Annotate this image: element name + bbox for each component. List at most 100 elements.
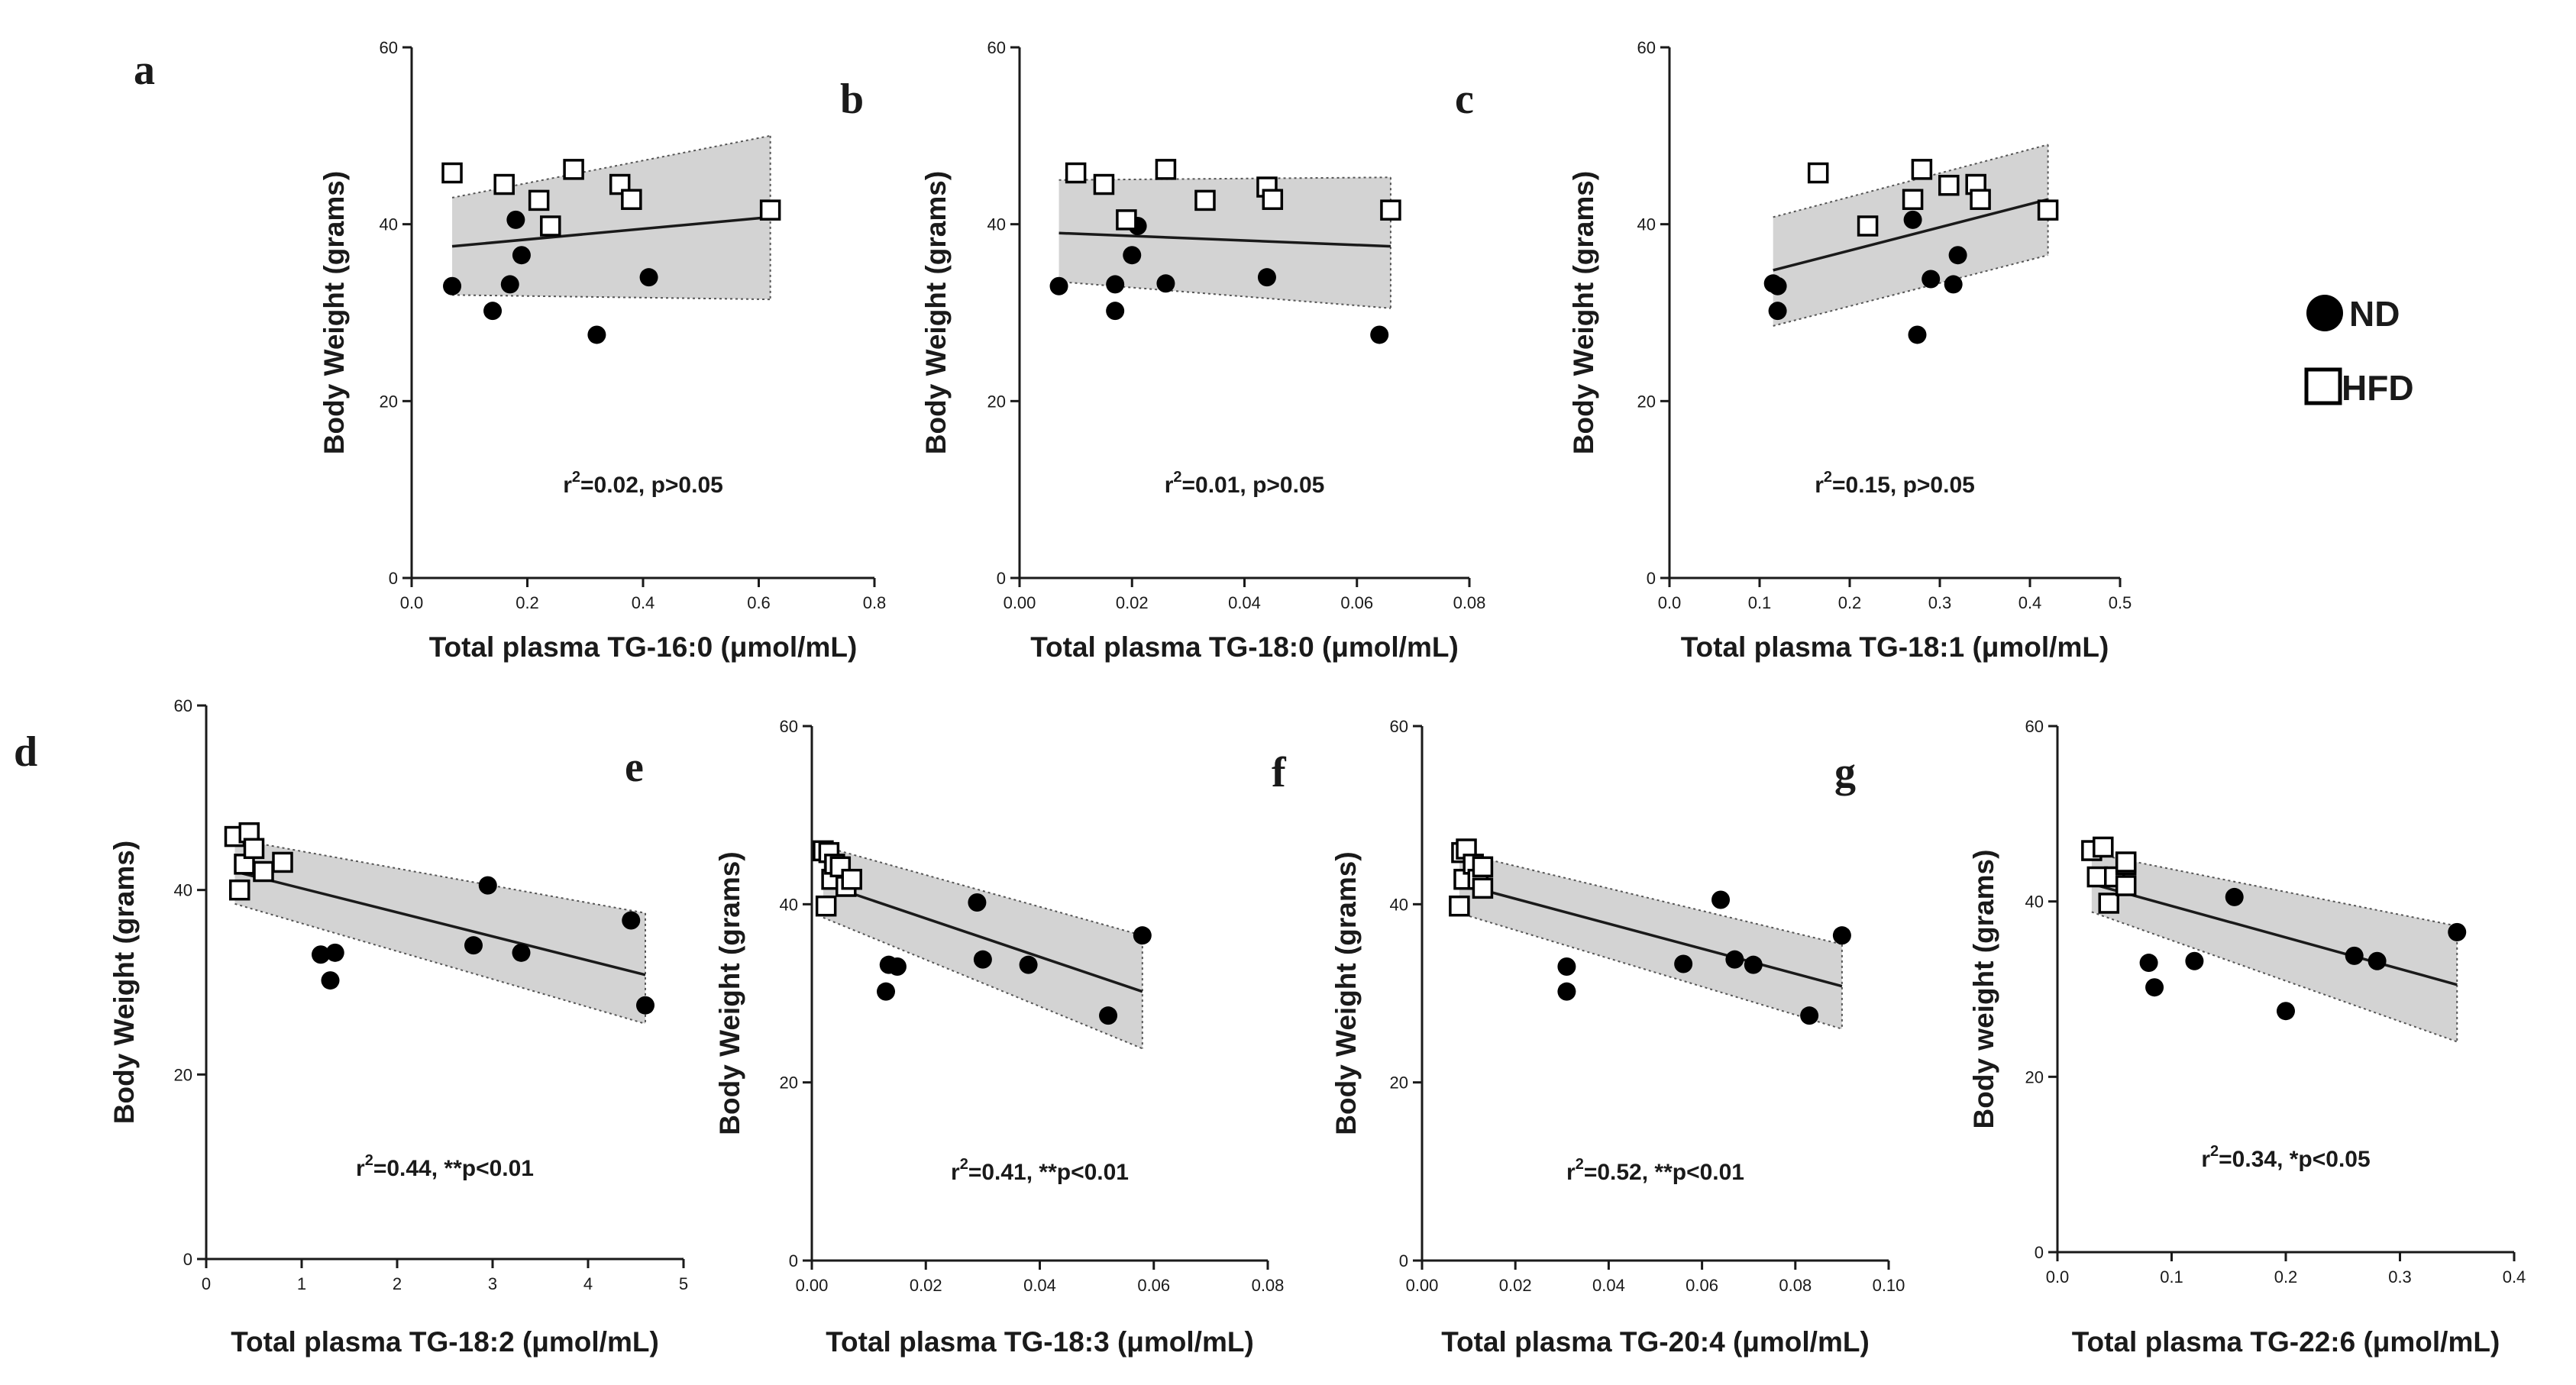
confidence-band [452,135,771,300]
nd-point [500,275,519,294]
y-tick-label: 60 [174,696,192,715]
upper-ci-line [1773,144,2048,218]
nd-point [506,210,525,229]
hfd-point [1857,215,1879,237]
x-axis-label: Total plasma TG-18:2 (μmol/mL) [231,1326,659,1358]
nd-point [2277,1002,2295,1021]
hfd-point [540,215,561,237]
regression-line [823,882,1143,993]
hfd-point [2093,836,2114,858]
legend-hfd-label: HFD [2342,368,2414,408]
x-tick-label: 0.6 [747,593,771,612]
x-tick-label: 0.00 [1406,1276,1439,1295]
hfd-point [563,159,584,180]
hfd-point [1938,174,1960,196]
stats-superscript: 2 [1576,1156,1584,1173]
nd-point [1768,302,1787,321]
nd-point [1106,302,1125,321]
y-tick-label: 0 [183,1250,192,1269]
x-tick-label: 0.1 [1748,593,1772,612]
y-tick-label: 20 [780,1073,798,1093]
y-tick-label: 20 [174,1065,192,1084]
x-tick-label: 0.0 [1658,593,1682,612]
lower-ci-line [1459,912,1843,1030]
x-tick-label: 0.00 [1004,593,1036,612]
nd-point [1123,246,1142,265]
nd-point [1019,955,1038,974]
x-tick-label: 0.1 [2160,1267,2183,1287]
hfd-point [815,895,837,917]
x-axis-label: Total plasma TG-22:6 (μmol/mL) [2072,1326,2500,1358]
x-tick-label: 0.04 [1023,1276,1056,1295]
nd-point [1944,275,1963,294]
confidence-band [2091,853,2458,1042]
hfd-point [1262,189,1284,210]
y-axis-label: Body Weight (grams) [1568,171,1599,454]
lower-ci-line [823,916,1143,1050]
x-tick-label: 0.2 [1838,593,1862,612]
panel-letter: a [134,47,155,94]
nd-point [321,971,340,990]
nd-point [2345,946,2364,965]
hfd-point [1911,159,1933,180]
regression-line [1459,882,1843,988]
x-tick-label: 0.3 [1928,593,1952,612]
x-tick-label: 4 [583,1274,593,1293]
y-tick-label: 0 [2035,1243,2044,1262]
x-axis-label: Total plasma TG-18:1 (μmol/mL) [1681,631,2109,663]
x-tick-label: 5 [679,1274,688,1293]
legend: ND HFD [2304,294,2414,408]
legend-hfd-marker [2304,367,2342,405]
x-axis-label: Total plasma TG-20:4 (μmol/mL) [1441,1326,1870,1358]
stats-r: r [2201,1147,2210,1172]
upper-ci-line [823,845,1143,937]
y-axis-label: Body Weight (grams) [108,841,140,1124]
x-tick-label: 0.4 [2503,1267,2526,1287]
y-tick-label: 40 [380,215,398,234]
hfd-point [1093,173,1115,195]
panel-letter: b [840,76,864,123]
upper-ci-line [234,838,646,914]
y-axis-label: Body weight (grams) [1968,850,1999,1129]
nd-point [2448,922,2467,941]
stats-annotation: r2=0.15, p>0.05 [1815,469,1975,498]
x-tick-label: 0.02 [1499,1276,1532,1295]
y-tick-label: 60 [1390,717,1408,736]
nd-point [968,893,987,912]
y-tick-label: 0 [1647,569,1656,588]
panel-letter: c [1455,76,1474,123]
nd-point [1800,1006,1819,1025]
hfd-point [1902,189,1924,210]
x-axis-label: Total plasma TG-18:3 (μmol/mL) [826,1326,1254,1358]
stats-values: =0.44, **p<0.01 [373,1156,534,1181]
stats-superscript: 2 [2210,1143,2219,1160]
x-tick-label: 1 [297,1274,306,1293]
stats-r: r [1815,473,1824,498]
stats-superscript: 2 [365,1152,373,1169]
nd-point [443,276,462,295]
nd-point [587,325,606,344]
stats-r: r [951,1160,960,1185]
stats-annotation: r2=0.02, p>0.05 [563,469,723,498]
upper-ci-line [1459,851,1843,945]
nd-point [1903,210,1922,229]
panel-letter: g [1834,749,1856,796]
x-tick-label: 0.04 [1228,593,1261,612]
hfd-point [1194,189,1216,211]
x-tick-label: 0.06 [1686,1276,1718,1295]
hfd-point [2086,866,2109,888]
x-tick-label: 0.08 [1453,593,1486,612]
nd-point [325,943,344,962]
confidence-band [1059,177,1391,308]
hfd-point [2037,199,2059,221]
hfd-point [1970,189,1991,210]
confidence-band [823,846,1143,1049]
hfd-point [243,838,265,860]
x-axis-label: Total plasma TG-16:0 (μmol/mL) [429,631,858,663]
panel-e: e 0 20 40 60 0.00 0.02 0.04 0.06 0.08 Total plasma… [625,717,1284,1358]
hfd-point [841,868,862,890]
hfd-point [272,851,293,873]
nd-point [2225,887,2244,906]
hfd-point [1472,856,1494,878]
hfd-point [2098,893,2120,914]
